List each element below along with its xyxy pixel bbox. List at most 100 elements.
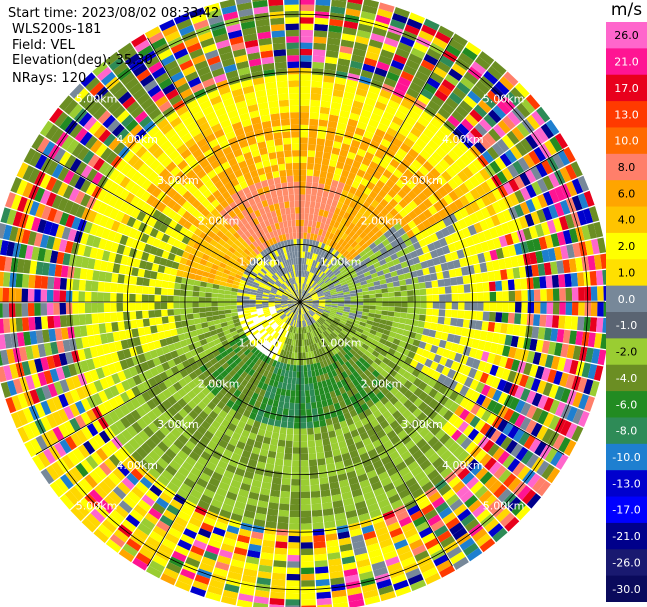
velocity-gate [325, 238, 332, 246]
velocity-gate [97, 302, 104, 313]
velocity-gate [380, 504, 393, 515]
velocity-gate [535, 127, 549, 143]
velocity-gate [389, 386, 399, 396]
velocity-gate [226, 464, 237, 474]
velocity-gate [344, 235, 352, 243]
velocity-gate [274, 325, 281, 332]
velocity-gate [308, 446, 316, 454]
velocity-gate [459, 537, 475, 551]
velocity-gate [459, 195, 470, 207]
velocity-gate [136, 446, 148, 459]
velocity-gate [197, 425, 207, 436]
velocity-gate [307, 345, 311, 352]
velocity-gate [251, 392, 259, 401]
velocity-gate [541, 159, 554, 175]
velocity-gate [272, 477, 282, 485]
velocity-gate [362, 267, 370, 274]
velocity-gate [332, 279, 340, 285]
velocity-gate [362, 437, 372, 447]
velocity-gate [3, 318, 11, 334]
velocity-gate [471, 338, 480, 349]
velocity-gate [318, 317, 325, 324]
velocity-gate [255, 334, 263, 341]
velocity-gate [337, 473, 348, 482]
velocity-gate [302, 283, 304, 290]
velocity-gate [371, 369, 380, 378]
velocity-gate [344, 353, 351, 361]
velocity-gate [404, 356, 413, 365]
velocity-gate [343, 163, 352, 172]
velocity-gate [407, 504, 421, 516]
velocity-gate [339, 279, 347, 284]
velocity-gate [197, 499, 210, 511]
velocity-gate [420, 110, 434, 123]
velocity-gate [305, 271, 309, 278]
velocity-gate [342, 288, 350, 293]
velocity-gate [301, 542, 313, 549]
velocity-gate [432, 36, 448, 50]
velocity-gate [545, 119, 560, 136]
velocity-gate [395, 585, 412, 597]
velocity-gate [264, 527, 277, 535]
velocity-gate [215, 444, 226, 455]
velocity-gate [544, 327, 552, 341]
velocity-gate [554, 401, 566, 417]
velocity-gate [474, 123, 488, 136]
velocity-gate [293, 434, 300, 442]
velocity-gate [207, 425, 218, 435]
velocity-gate [199, 312, 207, 318]
velocity-gate [384, 37, 399, 48]
velocity-gate [376, 221, 385, 230]
velocity-gate [306, 252, 311, 259]
velocity-gate [486, 204, 497, 217]
velocity-gate [560, 199, 571, 215]
velocity-gate [469, 109, 483, 123]
velocity-gate [349, 258, 357, 265]
velocity-gate [388, 265, 397, 273]
velocity-gate [302, 352, 306, 359]
velocity-gate [422, 127, 435, 140]
velocity-gate [474, 485, 488, 499]
velocity-gate [287, 421, 294, 429]
velocity-gate [516, 102, 531, 118]
velocity-gate [400, 556, 416, 568]
velocity-gate [349, 112, 360, 122]
velocity-gate [358, 206, 367, 215]
velocity-gate [434, 264, 443, 273]
velocity-gate [318, 387, 325, 395]
velocity-gate [297, 320, 299, 328]
velocity-gate [363, 302, 370, 306]
velocity-gate [215, 374, 224, 383]
velocity-gate [340, 349, 347, 356]
velocity-gate [319, 477, 329, 485]
velocity-gate [337, 223, 344, 231]
velocity-gate [148, 286, 156, 295]
velocity-gate [382, 345, 391, 353]
velocity-gate [464, 149, 477, 162]
velocity-gate [310, 290, 316, 296]
velocity-gate [323, 372, 330, 381]
velocity-gate [477, 99, 492, 114]
velocity-gate [295, 314, 298, 321]
velocity-gate [356, 246, 364, 254]
velocity-gate [376, 164, 386, 175]
velocity-gate [413, 387, 423, 398]
velocity-gate [362, 201, 371, 210]
velocity-gate [537, 410, 549, 425]
velocity-gate [301, 529, 313, 537]
velocity-gate [558, 437, 571, 453]
velocity-gate [359, 479, 371, 489]
velocity-gate [466, 458, 479, 472]
velocity-gate [284, 309, 291, 314]
velocity-gate [544, 234, 554, 249]
velocity-gate [194, 574, 210, 585]
velocity-gate [416, 412, 427, 423]
velocity-gate [301, 592, 316, 600]
velocity-gate [325, 344, 331, 352]
velocity-gate [395, 250, 404, 258]
velocity-gate [359, 452, 370, 462]
velocity-gate [160, 302, 168, 310]
velocity-gate [300, 0, 315, 5]
velocity-gate [392, 258, 401, 266]
velocity-gate [389, 121, 401, 132]
